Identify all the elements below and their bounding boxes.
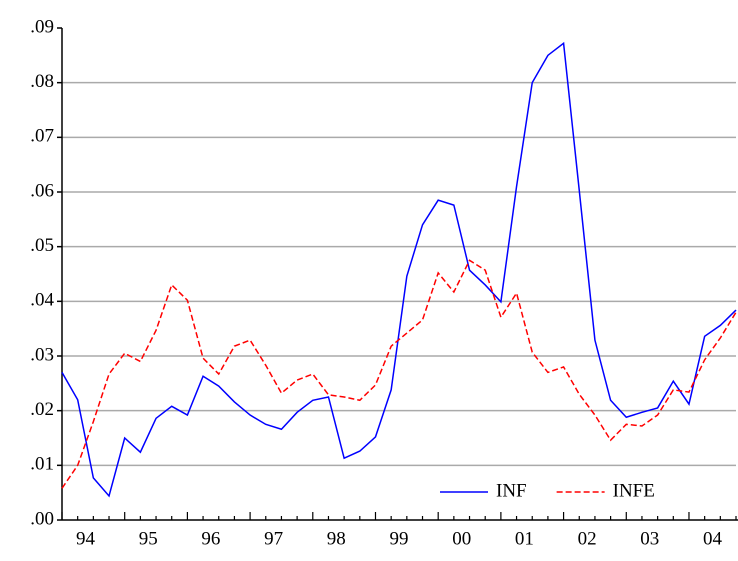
y-tick-label: .03 (30, 344, 54, 365)
x-tick-label: 97 (264, 528, 283, 549)
x-tick-label: 96 (201, 528, 220, 549)
x-tick-label: 02 (578, 528, 597, 549)
y-tick-label: .06 (30, 180, 54, 201)
y-tick-label: .08 (30, 71, 54, 92)
y-tick-label: .02 (30, 399, 54, 420)
legend-label: INF (496, 480, 527, 501)
y-tick-label: .09 (30, 16, 54, 37)
x-tick-label: 03 (640, 528, 659, 549)
legend-label: INFE (613, 480, 655, 501)
x-tick-label: 99 (390, 528, 409, 549)
y-tick-label: .05 (30, 235, 54, 256)
y-tick-label: .07 (30, 126, 54, 147)
y-tick-label: .04 (30, 290, 54, 311)
x-tick-label: 94 (76, 528, 96, 549)
x-tick-label: 00 (452, 528, 471, 549)
series-line (61, 259, 737, 489)
x-tick-label: 04 (703, 528, 723, 549)
series-line (61, 41, 737, 498)
x-tick-label: 01 (515, 528, 534, 549)
x-tick-label: 95 (139, 528, 158, 549)
x-tick-label: 98 (327, 528, 346, 549)
y-tick-label: .00 (30, 508, 54, 529)
y-tick-label: .01 (30, 454, 54, 475)
